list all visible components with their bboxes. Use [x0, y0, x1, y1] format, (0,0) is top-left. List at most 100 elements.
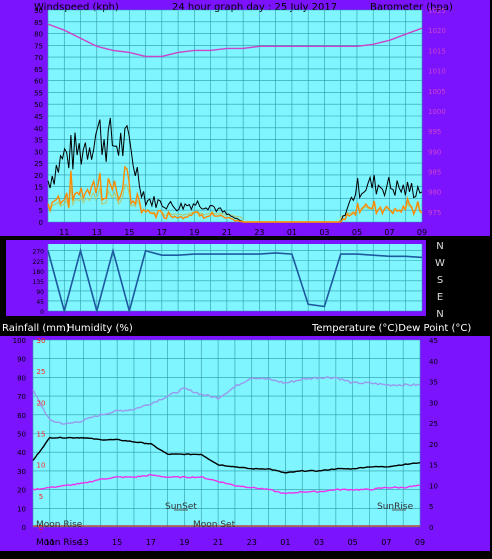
- temp-x-tick-label: 19: [179, 538, 189, 547]
- humidity-series: [32, 376, 421, 425]
- barometer-y-tick-label: 995: [428, 128, 441, 136]
- temp-x-tick-label: 21: [213, 538, 223, 547]
- dir-y-tick-label: 45: [36, 299, 44, 306]
- temperature-y-tick-label: 25: [429, 420, 438, 428]
- temp-x-tick-label: 03: [314, 538, 324, 547]
- sunset-label: SunSet: [165, 502, 197, 512]
- wind-y-tick-label: 5: [39, 207, 43, 215]
- dir-y-tick-label: 270: [33, 249, 45, 256]
- compass-label: N: [436, 309, 443, 320]
- wind-x-tick-label: 15: [124, 228, 134, 237]
- temp-x-tick-label: 07: [381, 538, 391, 547]
- humidity-y-tick-label: 60: [17, 412, 26, 420]
- temp-x-tick-label: 09: [415, 538, 425, 547]
- dir-y-tick-label: 135: [33, 279, 45, 286]
- direction-plot-area: [48, 244, 422, 311]
- rain-y-tick-label: 25: [37, 368, 46, 376]
- wind-y-tick-label: 65: [34, 66, 43, 74]
- humidity-y-tick-label: 30: [17, 468, 26, 476]
- temp-x-tick-label: 17: [146, 538, 156, 547]
- humidity-axis-title: Humidity (%): [67, 323, 133, 334]
- sunrise-label: SunRise: [377, 502, 414, 512]
- wind-y-tick-label: 15: [34, 184, 43, 192]
- rain-axis-title: Rainfall (mm): [2, 323, 70, 334]
- temperature-y-tick-label: 30: [429, 399, 438, 407]
- windspeed-axis-title: Windspeed (kph): [34, 2, 119, 13]
- dir-y-tick-label: 90: [36, 289, 44, 296]
- temp-x-tick-label: 15: [112, 538, 122, 547]
- wind-x-tick-label: 21: [222, 228, 232, 237]
- wind-y-tick-label: 20: [34, 172, 43, 180]
- barometer-y-tick-label: 1020: [428, 27, 446, 35]
- wind-average-series: [47, 165, 423, 223]
- wind-x-tick-label: 07: [384, 228, 394, 237]
- humidity-y-tick-label: 70: [17, 393, 26, 401]
- compass-label: E: [437, 292, 443, 303]
- wind-x-tick-label: 11: [59, 228, 69, 237]
- barometer-axis-title: Barometer (hpa): [370, 2, 453, 13]
- wind-x-tick-label: 23: [254, 228, 264, 237]
- wind-y-tick-label: 0: [39, 219, 43, 227]
- barometer-y-tick-label: 1025: [428, 7, 446, 15]
- temperature-y-tick-label: 20: [429, 441, 438, 449]
- temperature-y-tick-label: 15: [429, 462, 438, 470]
- wind-y-tick-label: 25: [34, 160, 43, 168]
- wind-y-tick-label: 75: [34, 42, 43, 50]
- wind-y-tick-label: 60: [34, 78, 43, 86]
- rain-y-tick-label: 30: [37, 337, 46, 345]
- temp-x-tick-label: 05: [348, 538, 358, 547]
- humidity-y-tick-label: 80: [17, 374, 26, 382]
- barometer-y-tick-label: 985: [428, 169, 441, 177]
- temp-x-tick-label: 11: [45, 538, 55, 547]
- wind-y-tick-label: 40: [34, 125, 43, 133]
- moonset-label: Moon Set: [193, 520, 236, 530]
- temperature-series: [32, 436, 421, 474]
- wind-y-tick-label: 35: [34, 137, 43, 145]
- rain-y-tick-label: 5: [39, 493, 43, 501]
- dir-y-tick-label: 225: [33, 259, 45, 266]
- barometer-y-tick-label: 990: [428, 148, 441, 156]
- direction-series: [47, 247, 423, 315]
- temperature-y-tick-label: 5: [429, 503, 433, 511]
- humidity-y-tick-label: 40: [17, 449, 26, 457]
- wind-y-tick-label: 85: [34, 19, 43, 27]
- temperature-y-tick-label: 10: [429, 482, 438, 490]
- wind-y-tick-label: 30: [34, 148, 43, 156]
- wind-y-tick-label: 50: [34, 101, 43, 109]
- moonrise-label-bottom: Moon Rise: [36, 538, 83, 548]
- wind-x-tick-label: 17: [157, 228, 167, 237]
- rain-y-tick-label: 15: [37, 431, 46, 439]
- wind-x-tick-label: 09: [417, 228, 427, 237]
- compass-label: N: [436, 241, 443, 252]
- barometer-y-tick-label: 1010: [428, 68, 446, 76]
- temperature-y-tick-label: 40: [429, 358, 438, 366]
- humidity-y-tick-label: 100: [13, 337, 26, 345]
- temp-x-tick-label: 23: [247, 538, 257, 547]
- wind-x-tick-label: 01: [287, 228, 297, 237]
- rain-y-tick-label: 10: [37, 462, 46, 470]
- temperature-axis-title: Temperature (°C)Dew Point (°C): [311, 323, 471, 334]
- barometer-y-tick-label: 1005: [428, 88, 446, 96]
- moonrise-label-top: Moon Rise: [36, 520, 83, 530]
- compass-label: W: [435, 258, 445, 269]
- compass-label: S: [437, 275, 443, 286]
- humidity-y-tick-label: 90: [17, 356, 26, 364]
- wind-y-tick-label: 55: [34, 89, 43, 97]
- wind-gust-series: [47, 117, 423, 223]
- humidity-y-tick-label: 50: [17, 431, 26, 439]
- wind-x-tick-label: 05: [352, 228, 362, 237]
- wind-y-tick-label: 45: [34, 113, 43, 121]
- wind-y-tick-label: 90: [34, 7, 43, 15]
- graph-title: 24 hour graph day : 25 July 2017: [172, 2, 337, 13]
- temperature-y-tick-label: 35: [429, 379, 438, 387]
- barometer-y-tick-label: 1015: [428, 47, 446, 55]
- wind-x-tick-label: 19: [189, 228, 199, 237]
- barometer-series: [47, 23, 423, 58]
- temperature-y-tick-label: 0: [429, 524, 433, 532]
- wind-x-tick-label: 03: [319, 228, 329, 237]
- rain-y-tick-label: 20: [37, 399, 46, 407]
- wind-x-tick-label: 13: [92, 228, 102, 237]
- dewpoint-series: [32, 473, 421, 495]
- barometer-y-tick-label: 975: [428, 209, 441, 217]
